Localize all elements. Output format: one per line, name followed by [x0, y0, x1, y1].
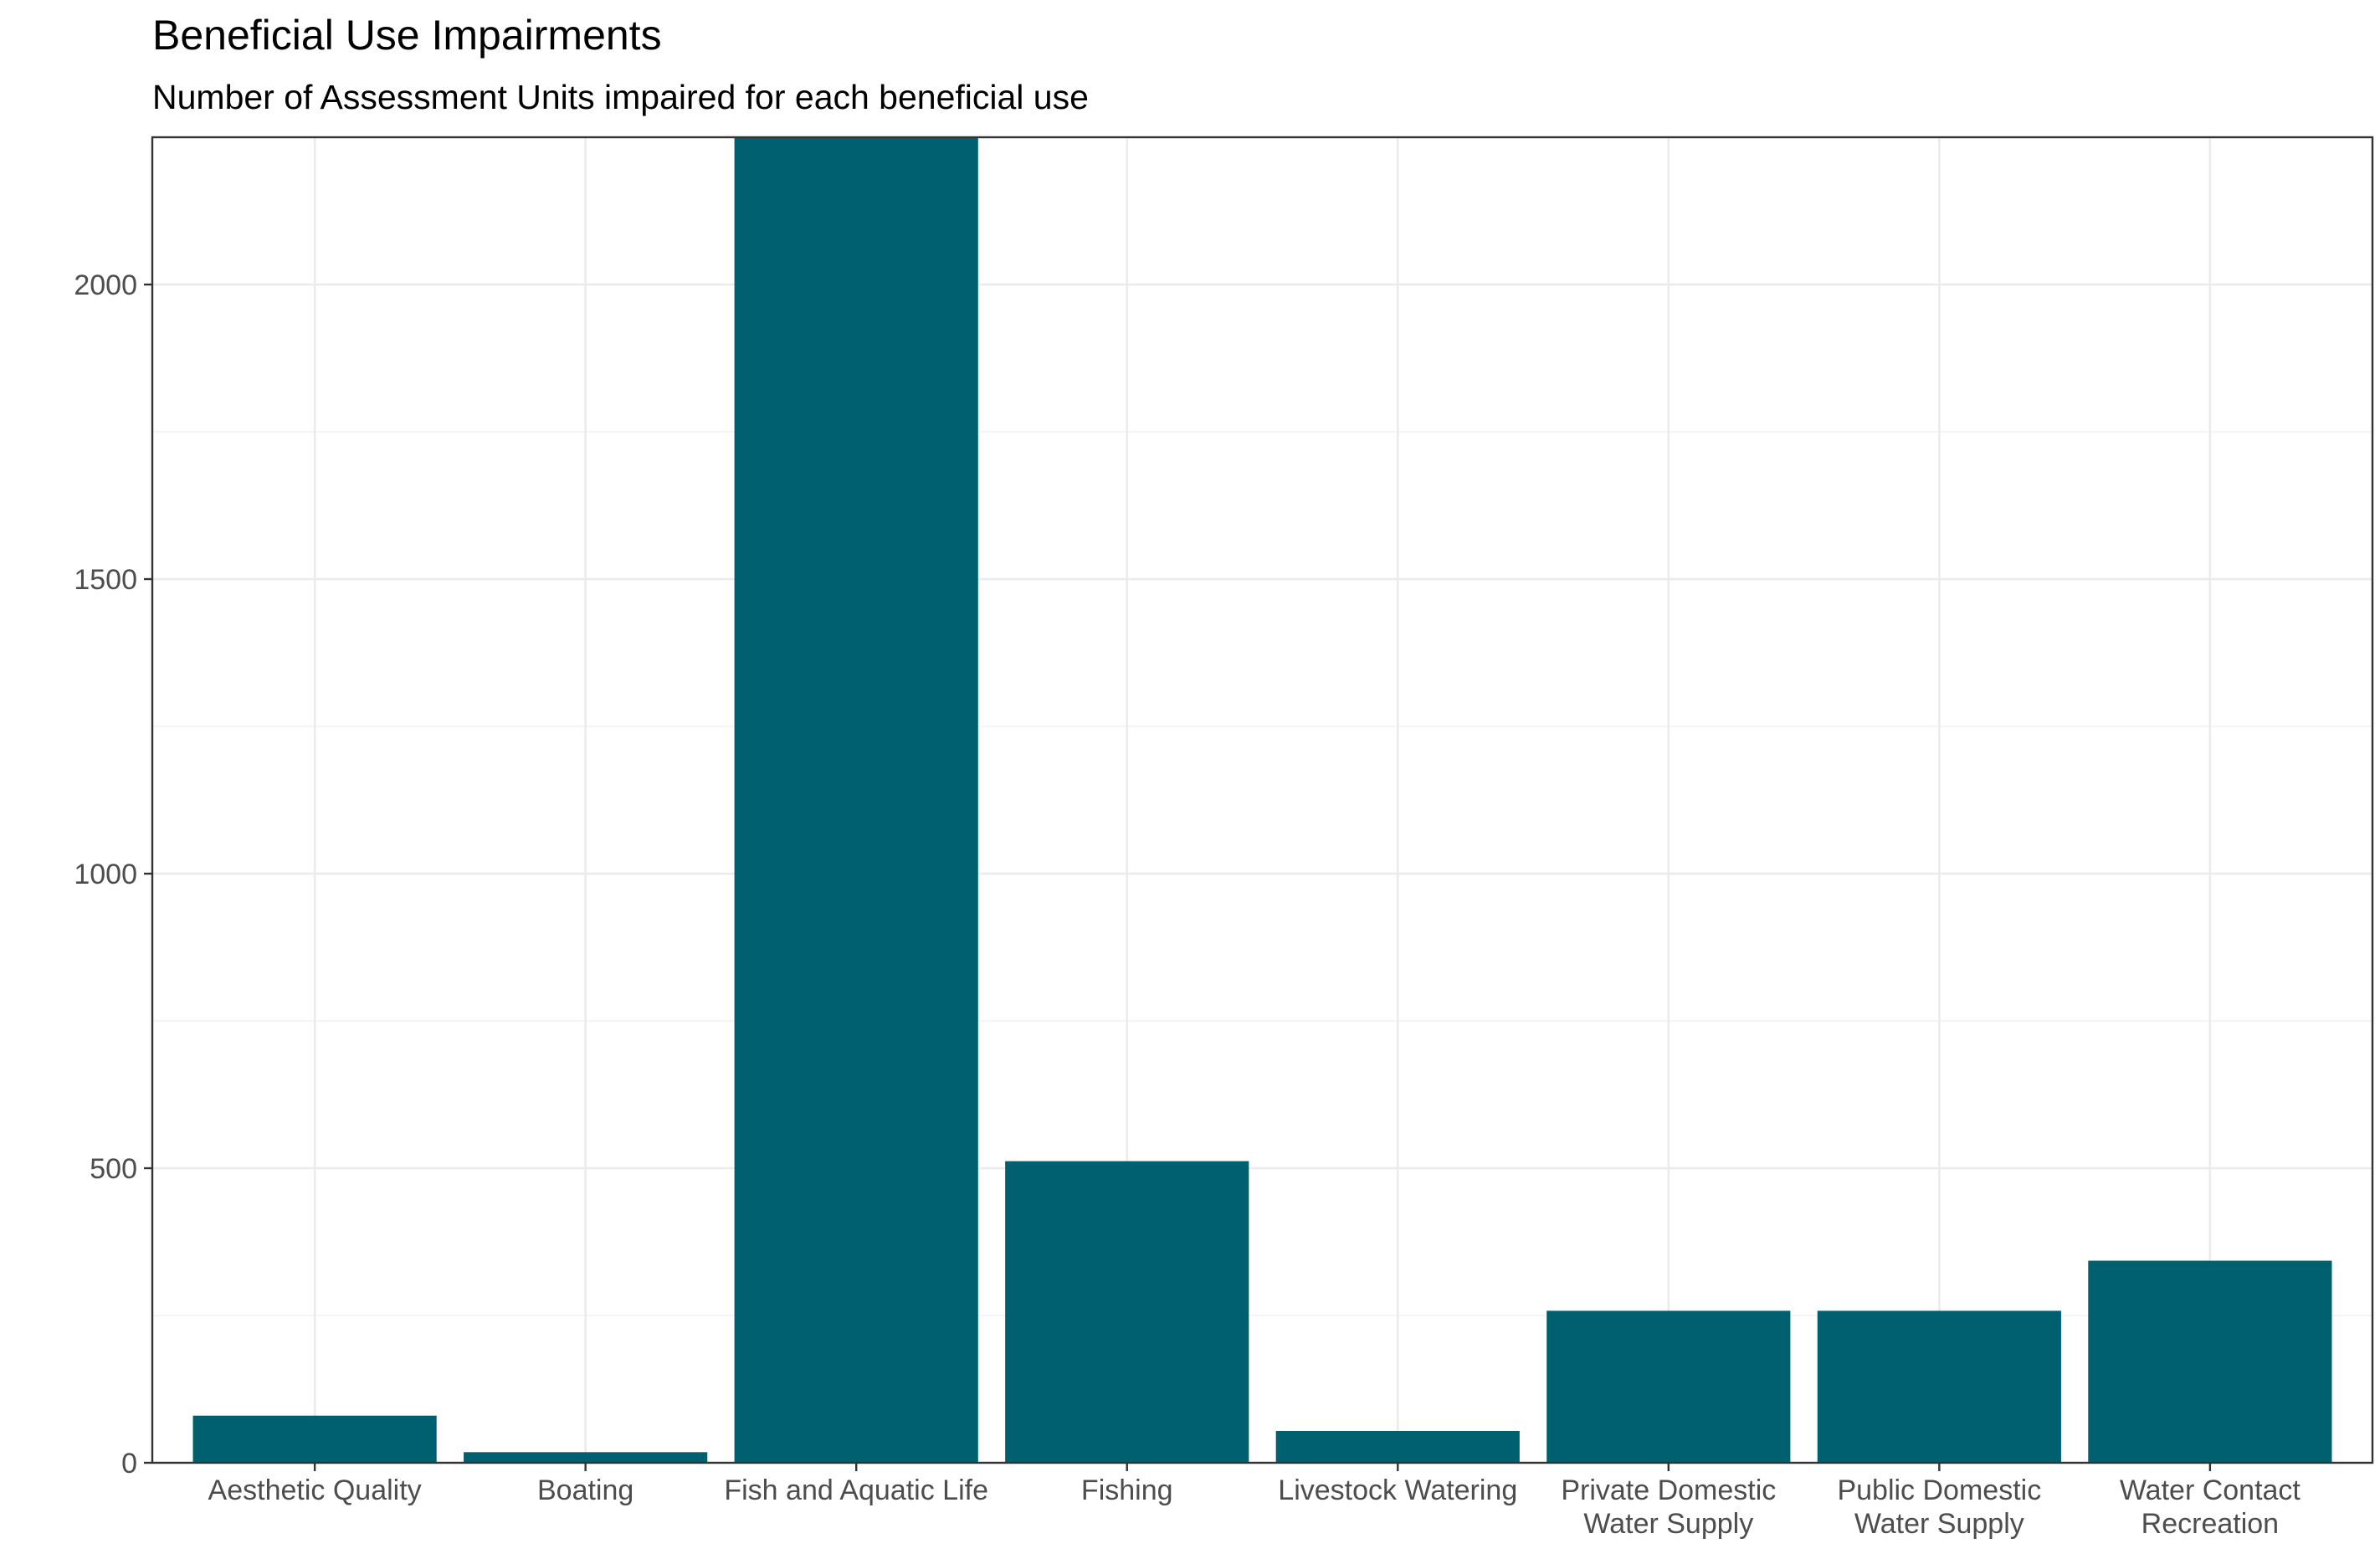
- y-tick-label: 1500: [74, 564, 137, 596]
- panel-border: [151, 136, 2374, 1464]
- x-tick-label: Private Domestic Water Supply: [1561, 1475, 1776, 1540]
- x-tick-label: Public Domestic Water Supply: [1837, 1475, 2041, 1540]
- x-tick-label: Fish and Aquatic Life: [724, 1475, 988, 1506]
- chart-title: Beneficial Use Impairments: [152, 12, 662, 59]
- axes: 0 500 1000 1500 2000 Aesthetic Quality Boating…: [74, 269, 2300, 1540]
- x-tick-label: Fishing: [1081, 1475, 1173, 1506]
- bar: [464, 1452, 708, 1463]
- y-tick-label: 2000: [74, 269, 137, 301]
- bar: [1817, 1310, 2061, 1463]
- x-tick-label: Livestock Watering: [1278, 1475, 1517, 1506]
- y-tick-label: 500: [90, 1153, 137, 1185]
- x-tick-label: Aesthetic Quality: [208, 1475, 422, 1506]
- chart-subtitle: Number of Assessment Units impaired for …: [152, 78, 1089, 116]
- bar: [192, 1415, 437, 1463]
- bar: [2088, 1260, 2332, 1463]
- y-tick-label: 0: [121, 1448, 137, 1480]
- bar: [1546, 1310, 1791, 1463]
- bar: [1005, 1161, 1249, 1463]
- grid-lines: [152, 136, 2372, 1464]
- bar: [1275, 1430, 1520, 1463]
- bars: [192, 137, 2332, 1463]
- y-tick-label: 1000: [74, 859, 137, 890]
- x-tick-label: Water Contact Recreation: [2120, 1475, 2301, 1540]
- x-tick-label: Boating: [537, 1475, 633, 1506]
- bar: [734, 137, 978, 1463]
